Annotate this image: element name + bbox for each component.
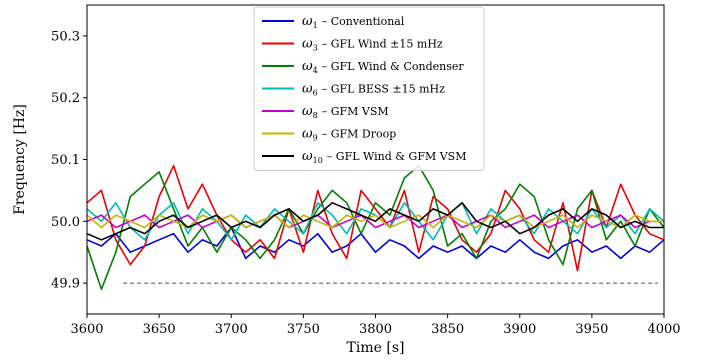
legend-label: – GFM VSM bbox=[322, 105, 389, 118]
legend-label: – GFL BESS ±15 mHz bbox=[322, 83, 445, 96]
x-tick-label: 3850 bbox=[431, 322, 464, 337]
y-tick-label: 49.9 bbox=[51, 277, 80, 292]
y-tick-label: 50.3 bbox=[51, 29, 80, 44]
legend-subscript: 9 bbox=[313, 134, 318, 143]
x-tick-label: 3650 bbox=[143, 322, 176, 337]
legend-symbol: ω bbox=[302, 37, 313, 52]
legend-entry-3: ω3 – GFL Wind ±15 mHz bbox=[302, 37, 443, 53]
legend-symbol: ω bbox=[302, 104, 313, 119]
x-tick-label: 3750 bbox=[287, 322, 320, 337]
y-tick-label: 50.1 bbox=[51, 153, 80, 168]
y-axis-label: Frequency [Hz] bbox=[12, 104, 28, 215]
series-line-9 bbox=[86, 214, 664, 229]
x-tick-label: 3950 bbox=[575, 322, 608, 337]
legend-label: – GFL Wind ±15 mHz bbox=[322, 38, 443, 51]
legend-subscript: 8 bbox=[313, 111, 318, 120]
series-layer bbox=[86, 164, 665, 291]
series-line-1 bbox=[86, 226, 665, 260]
y-axis-ticks: 49.9 50.0 50.1 50.2 50.3 bbox=[51, 29, 87, 292]
x-tick-label: 3900 bbox=[503, 322, 536, 337]
legend-entry-8: ω8 – GFM VSM bbox=[302, 104, 389, 120]
legend-box bbox=[253, 6, 485, 171]
x-tick-label: 3700 bbox=[215, 322, 248, 337]
y-tick-label: 50.2 bbox=[51, 91, 80, 106]
legend-subscript: 1 bbox=[313, 21, 318, 30]
legend-subscript: 3 bbox=[313, 44, 318, 53]
series-line-10 bbox=[86, 202, 664, 241]
legend-symbol: ω bbox=[302, 127, 313, 142]
legend-label: – GFL Wind & Condenser bbox=[322, 60, 465, 73]
legend-subscript: 4 bbox=[313, 66, 318, 75]
legend-symbol: ω bbox=[302, 82, 313, 97]
legend-subscript: 6 bbox=[313, 89, 318, 98]
x-axis-ticks: 3600 3650 3700 3750 3800 3850 3900 3950 4000 bbox=[70, 314, 681, 337]
legend-entry-9: ω9 – GFM Droop bbox=[302, 127, 396, 143]
legend-entry-4: ω4 – GFL Wind & Condenser bbox=[302, 59, 464, 75]
x-axis-label: Time [s] bbox=[347, 340, 405, 356]
legend-entry-10: ω10 – GFL Wind & GFM VSM bbox=[302, 149, 466, 165]
legend-entry-1: ω1 – Conventional bbox=[302, 14, 405, 30]
legend-label: – Conventional bbox=[322, 15, 405, 28]
legend-symbol: ω bbox=[302, 149, 313, 164]
series-line-3 bbox=[86, 164, 665, 272]
legend-label: – GFM Droop bbox=[322, 128, 397, 141]
legend-symbol: ω bbox=[302, 59, 313, 74]
legend-label: – GFL Wind & GFM VSM bbox=[327, 150, 467, 163]
legend-symbol: ω bbox=[302, 14, 313, 29]
legend-entry-6: ω6 – GFL BESS ±15 mHz bbox=[302, 82, 445, 98]
x-tick-label: 4000 bbox=[647, 322, 680, 337]
y-tick-label: 50.0 bbox=[51, 215, 80, 230]
series-line-4 bbox=[86, 164, 665, 291]
x-tick-label: 3800 bbox=[359, 322, 392, 337]
x-tick-label: 3600 bbox=[70, 322, 103, 337]
legend-subscript: 10 bbox=[313, 156, 323, 165]
